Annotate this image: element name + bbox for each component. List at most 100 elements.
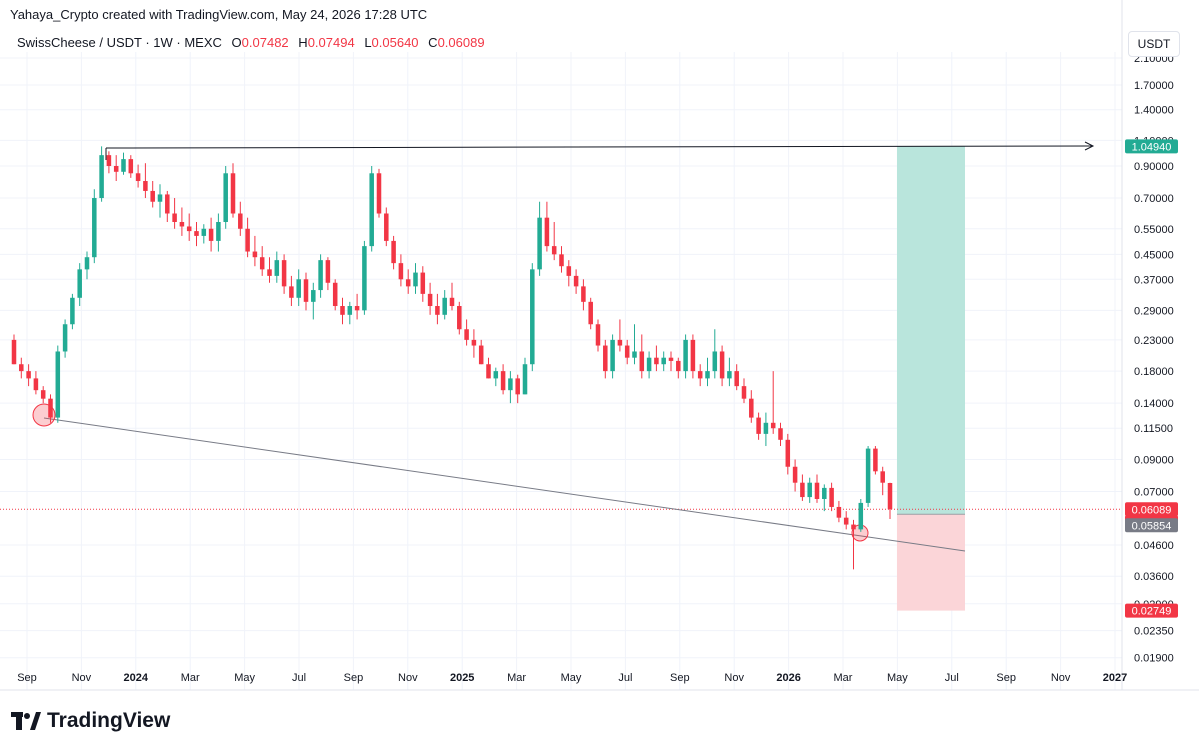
candle bbox=[880, 466, 885, 496]
time-tick-label: 2025 bbox=[450, 672, 474, 684]
candle bbox=[858, 498, 864, 532]
candle-body bbox=[624, 345, 630, 358]
candle-body bbox=[201, 228, 207, 236]
candle bbox=[245, 217, 250, 258]
candle bbox=[668, 351, 674, 372]
candle-body bbox=[449, 297, 455, 307]
candle-body bbox=[727, 371, 732, 379]
candle bbox=[311, 282, 316, 320]
price-tick-label: 0.55000 bbox=[1134, 224, 1174, 236]
entry-price-label: 0.05854 bbox=[1125, 518, 1178, 533]
candle bbox=[661, 351, 666, 372]
candle bbox=[705, 357, 710, 387]
low-key: L bbox=[364, 35, 372, 50]
candle-body bbox=[238, 213, 243, 229]
candle-body bbox=[763, 422, 769, 434]
position-zones bbox=[897, 146, 965, 611]
candle-body bbox=[887, 483, 893, 510]
candle bbox=[573, 269, 579, 294]
candle bbox=[566, 260, 572, 287]
candle-body bbox=[508, 378, 513, 391]
svg-text:1.04940: 1.04940 bbox=[1132, 141, 1172, 153]
candle-body bbox=[559, 254, 564, 267]
candle-body bbox=[843, 517, 849, 525]
candle bbox=[800, 474, 805, 501]
candle-body bbox=[55, 351, 61, 418]
candle bbox=[537, 201, 542, 276]
candle-body bbox=[223, 173, 228, 222]
candle bbox=[274, 251, 280, 283]
arrow-head bbox=[1084, 141, 1095, 151]
time-tick-label: Sep bbox=[344, 672, 364, 684]
candle-body bbox=[347, 306, 353, 315]
candle-body bbox=[770, 422, 776, 429]
candle bbox=[354, 293, 360, 320]
candle-body bbox=[391, 240, 396, 264]
candle-body bbox=[369, 173, 374, 247]
candle bbox=[646, 351, 652, 379]
candle-body bbox=[252, 251, 258, 258]
time-tick-label: Jul bbox=[292, 672, 306, 684]
candle bbox=[11, 334, 17, 365]
candle bbox=[843, 511, 849, 530]
low-value: 0.05640 bbox=[371, 35, 419, 50]
target-zone[interactable] bbox=[897, 146, 965, 515]
time-tick-label: Sep bbox=[17, 672, 37, 684]
time-axis[interactable]: Sep Nov 2024 Mar May Jul Sep Nov 2025 Mar May Jul Se… bbox=[0, 672, 1199, 691]
candle-body bbox=[522, 364, 528, 395]
candle-body bbox=[84, 257, 90, 270]
stop-zone[interactable] bbox=[897, 514, 965, 611]
candle-body bbox=[230, 173, 236, 214]
candle bbox=[201, 224, 207, 244]
candle bbox=[697, 364, 703, 387]
candle-body bbox=[632, 351, 637, 358]
candle-body bbox=[683, 339, 688, 372]
candle bbox=[624, 339, 630, 365]
time-tick-label: Sep bbox=[996, 672, 1016, 684]
candle bbox=[303, 272, 309, 311]
svg-text:0.02749: 0.02749 bbox=[1132, 606, 1172, 618]
currency-button[interactable]: USDT bbox=[1128, 31, 1180, 57]
price-tick-label: 1.40000 bbox=[1134, 105, 1174, 117]
price-tick-label: 0.09000 bbox=[1134, 454, 1174, 466]
time-tick-label: May bbox=[561, 672, 582, 684]
candle-body bbox=[749, 398, 754, 418]
svg-text:0.06089: 0.06089 bbox=[1132, 504, 1172, 516]
candle bbox=[632, 324, 637, 365]
candle-body bbox=[427, 293, 433, 307]
candle bbox=[792, 459, 798, 492]
candle bbox=[770, 371, 776, 434]
candle bbox=[873, 446, 878, 475]
candle bbox=[376, 168, 382, 218]
resistance-arrow-line[interactable] bbox=[105, 145, 1093, 149]
candle bbox=[457, 301, 462, 335]
candle-body bbox=[106, 155, 112, 166]
candle-body bbox=[311, 290, 316, 302]
candle bbox=[413, 263, 418, 294]
time-tick-label: 2027 bbox=[1103, 672, 1127, 684]
support-trendline[interactable] bbox=[43, 417, 966, 552]
candle-body bbox=[486, 364, 491, 379]
price-axis[interactable]: 2.100001.700001.400001.100000.900000.700… bbox=[1121, 0, 1174, 690]
candle bbox=[252, 235, 258, 267]
price-tick-label: 0.70000 bbox=[1134, 193, 1174, 205]
candle-body bbox=[457, 306, 462, 330]
candle-body bbox=[398, 263, 404, 280]
candle-body bbox=[296, 279, 301, 298]
candle bbox=[778, 422, 783, 447]
candle bbox=[719, 345, 725, 387]
price-tick-label: 0.07000 bbox=[1134, 486, 1174, 498]
candle bbox=[48, 394, 53, 423]
time-tick-label: 2026 bbox=[776, 672, 800, 684]
candle-body bbox=[639, 351, 645, 372]
candle bbox=[551, 221, 557, 261]
candle bbox=[829, 482, 834, 512]
candle-body bbox=[435, 306, 440, 315]
candle-body bbox=[405, 279, 411, 287]
candle bbox=[208, 217, 214, 252]
high-value: 0.07494 bbox=[307, 35, 355, 50]
candle bbox=[384, 207, 389, 247]
candle-body bbox=[873, 448, 878, 472]
